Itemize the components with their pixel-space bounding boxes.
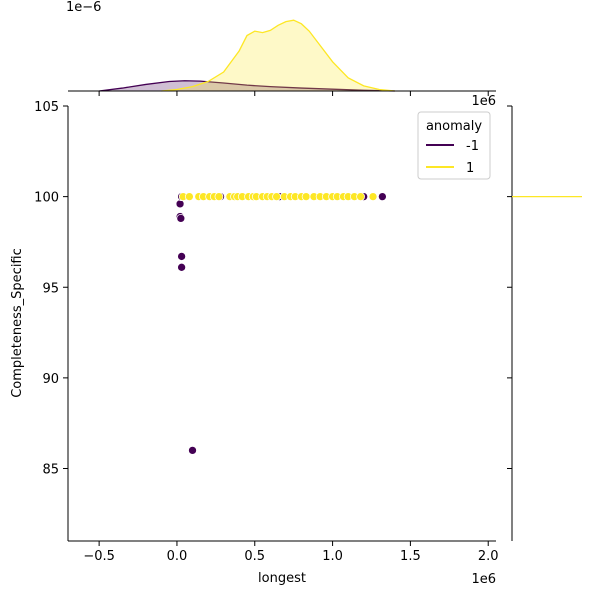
x-axis-offset-label: 1e6 bbox=[471, 572, 496, 587]
right-marginal: 1e6 bbox=[471, 94, 582, 541]
y-tick-label: 90 bbox=[42, 372, 59, 387]
y-axis-ticks: 85 90 95 100 105 bbox=[34, 100, 68, 478]
x-axis-ticks: −0.5 0.0 0.5 1.0 1.5 2.0 bbox=[83, 541, 499, 564]
top-marginal-offset-label: 1e−6 bbox=[66, 0, 101, 15]
right-marginal-offset-label: 1e6 bbox=[471, 94, 496, 109]
y-tick-label: 100 bbox=[34, 191, 59, 206]
top-kde-fill-anomaly-1 bbox=[161, 20, 395, 91]
scatter-point-anomaly-neg1 bbox=[378, 192, 387, 201]
top-kde-line-anomaly-1 bbox=[161, 19, 395, 92]
top-kde-line-anomaly-neg1 bbox=[99, 80, 395, 92]
x-tick-label: 0.0 bbox=[167, 549, 188, 564]
top-marginal: 1e−6 bbox=[66, 0, 496, 96]
x-tick-label: 2.0 bbox=[478, 549, 499, 564]
y-axis-label: Completeness_Specific bbox=[10, 248, 25, 398]
main-plot: −0.5 0.0 0.5 1.0 1.5 2.0 85 90 95 100 105 1e6 lon… bbox=[10, 100, 499, 587]
scatter-point-anomaly-1 bbox=[214, 192, 224, 201]
scatter-points bbox=[175, 192, 387, 455]
y-tick-label: 95 bbox=[42, 281, 59, 296]
scatter-point-anomaly-neg1 bbox=[188, 446, 197, 455]
x-tick-label: −0.5 bbox=[83, 549, 115, 564]
legend: anomaly -1 1 bbox=[417, 111, 491, 180]
scatter-point-anomaly-1 bbox=[368, 192, 378, 201]
y-tick-label: 105 bbox=[34, 100, 59, 115]
x-axis-label: longest bbox=[258, 571, 306, 586]
x-tick-label: 1.5 bbox=[400, 549, 421, 564]
scatter-point-anomaly-1 bbox=[356, 192, 365, 201]
scatter-point-anomaly-neg1 bbox=[175, 199, 185, 209]
legend-label-anomaly-1: 1 bbox=[466, 161, 474, 176]
legend-label-anomaly-neg1: -1 bbox=[466, 139, 479, 154]
scatter-point-anomaly-neg1 bbox=[177, 262, 186, 272]
right-marginal-ticks bbox=[507, 105, 512, 469]
scatter-point-anomaly-1 bbox=[301, 192, 311, 201]
scatter-point-anomaly-neg1 bbox=[176, 214, 186, 223]
legend-title: anomaly bbox=[426, 119, 482, 134]
x-tick-label: 0.5 bbox=[244, 549, 265, 564]
y-tick-label: 85 bbox=[42, 463, 59, 478]
scatter-point-anomaly-1 bbox=[185, 192, 194, 201]
top-kde-fill-anomaly-neg1 bbox=[99, 80, 395, 91]
scatter-point-anomaly-1 bbox=[272, 192, 281, 201]
x-tick-label: 1.0 bbox=[322, 549, 343, 564]
scatter-point-anomaly-neg1 bbox=[177, 252, 186, 261]
top-marginal-ticks bbox=[98, 91, 489, 96]
top-marginal-kde-layer bbox=[99, 19, 395, 92]
